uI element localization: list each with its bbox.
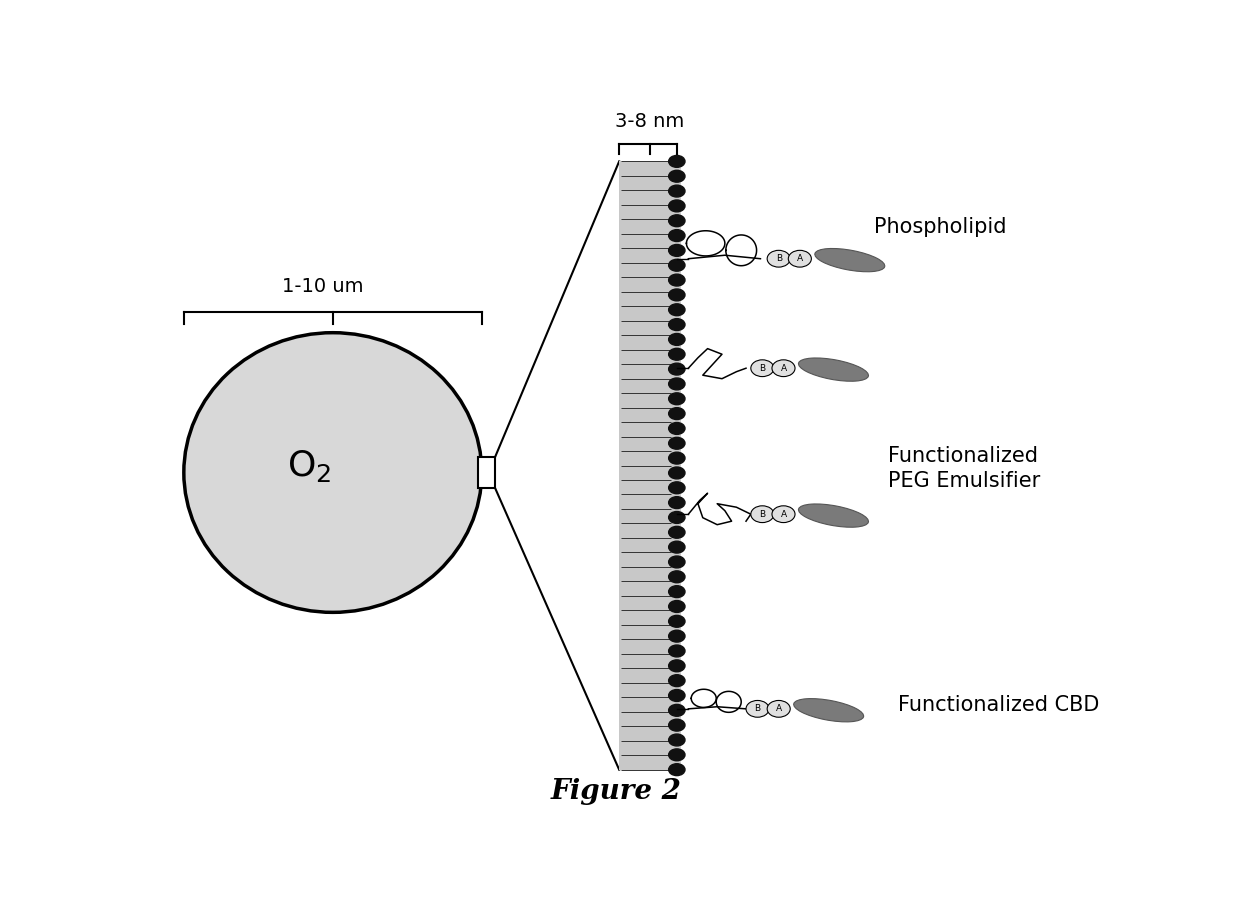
- Text: B: B: [759, 509, 765, 518]
- Text: $\mathrm{O}_2$: $\mathrm{O}_2$: [286, 448, 331, 484]
- Circle shape: [668, 215, 684, 227]
- Ellipse shape: [794, 698, 863, 722]
- Text: A: A: [797, 254, 802, 263]
- Text: 1-10 um: 1-10 um: [283, 277, 363, 296]
- Text: B: B: [776, 254, 781, 263]
- Text: B: B: [759, 364, 765, 372]
- Text: A: A: [780, 364, 786, 372]
- Text: A: A: [780, 509, 786, 518]
- Circle shape: [668, 422, 684, 434]
- Circle shape: [746, 700, 769, 717]
- Circle shape: [668, 600, 684, 612]
- Circle shape: [668, 527, 684, 538]
- Circle shape: [668, 333, 684, 345]
- Circle shape: [773, 506, 795, 523]
- Circle shape: [668, 185, 684, 197]
- Circle shape: [668, 482, 684, 494]
- Circle shape: [668, 363, 684, 375]
- Circle shape: [668, 497, 684, 508]
- Text: B: B: [754, 705, 760, 714]
- Circle shape: [668, 705, 684, 716]
- Circle shape: [668, 274, 684, 286]
- Circle shape: [668, 571, 684, 583]
- Circle shape: [668, 230, 684, 242]
- Circle shape: [751, 360, 774, 377]
- Text: 3-8 nm: 3-8 nm: [615, 113, 684, 132]
- Circle shape: [668, 452, 684, 464]
- Circle shape: [668, 689, 684, 701]
- Circle shape: [668, 319, 684, 331]
- Circle shape: [668, 630, 684, 642]
- Circle shape: [668, 616, 684, 627]
- Ellipse shape: [799, 358, 868, 381]
- Circle shape: [668, 378, 684, 390]
- Circle shape: [668, 734, 684, 746]
- Circle shape: [668, 304, 684, 316]
- Circle shape: [668, 645, 684, 656]
- Circle shape: [668, 764, 684, 775]
- Circle shape: [668, 244, 684, 256]
- Bar: [477, 457, 495, 489]
- Circle shape: [668, 467, 684, 479]
- Circle shape: [668, 289, 684, 301]
- Circle shape: [668, 675, 684, 686]
- Circle shape: [668, 511, 684, 523]
- Circle shape: [668, 586, 684, 597]
- Circle shape: [768, 700, 790, 717]
- Circle shape: [668, 660, 684, 672]
- Circle shape: [668, 438, 684, 449]
- Circle shape: [789, 251, 811, 267]
- Circle shape: [668, 408, 684, 419]
- Bar: [619, 162, 681, 770]
- Circle shape: [668, 541, 684, 553]
- Ellipse shape: [799, 504, 868, 528]
- Circle shape: [668, 556, 684, 568]
- Circle shape: [668, 200, 684, 212]
- Circle shape: [773, 360, 795, 377]
- Circle shape: [668, 260, 684, 271]
- Circle shape: [668, 719, 684, 731]
- Ellipse shape: [815, 249, 885, 271]
- Circle shape: [768, 251, 790, 267]
- Text: Phospholipid: Phospholipid: [874, 217, 1007, 237]
- Circle shape: [668, 171, 684, 183]
- Text: A: A: [776, 705, 781, 714]
- Circle shape: [751, 506, 774, 523]
- Circle shape: [668, 155, 684, 167]
- Circle shape: [668, 393, 684, 405]
- Text: Figure 2: Figure 2: [551, 777, 682, 804]
- Text: Functionalized CBD: Functionalized CBD: [898, 696, 1099, 716]
- Circle shape: [668, 749, 684, 761]
- Ellipse shape: [184, 332, 481, 612]
- Text: Functionalized
PEG Emulsifier: Functionalized PEG Emulsifier: [888, 447, 1040, 491]
- Circle shape: [668, 349, 684, 360]
